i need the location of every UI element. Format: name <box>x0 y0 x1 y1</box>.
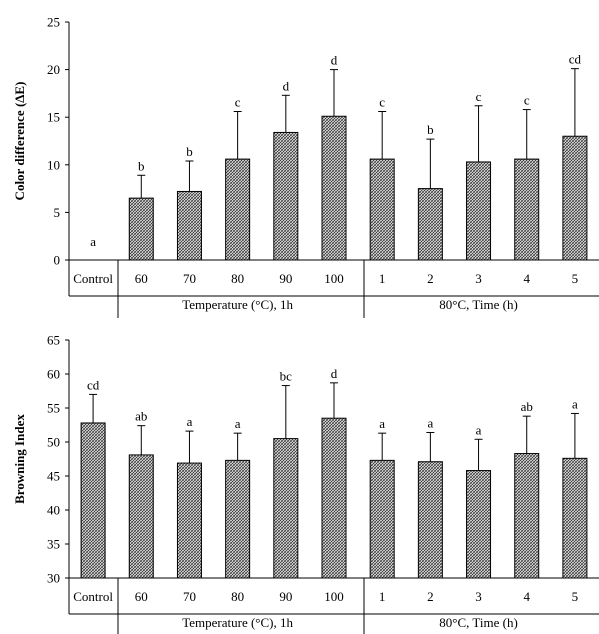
bar <box>273 438 299 579</box>
bar <box>176 462 202 579</box>
x-category-label: 90 <box>279 589 292 604</box>
x-category-label: 2 <box>427 271 434 286</box>
x-category-label: 4 <box>523 589 530 604</box>
y-tick-label: 25 <box>47 15 60 30</box>
significance-letter: b <box>186 144 193 159</box>
y-tick-label: 10 <box>47 157 60 172</box>
x-category-label: 90 <box>279 271 292 286</box>
significance-letter: ab <box>135 409 147 424</box>
x-group-label: 80°C, Time (h) <box>439 297 518 312</box>
bar <box>321 417 347 579</box>
significance-letter: a <box>427 415 433 430</box>
y-tick-label: 40 <box>47 503 60 518</box>
y-tick-label: 65 <box>47 333 60 348</box>
y-axis-label: Browning Index <box>12 414 27 504</box>
x-category-label: 5 <box>572 589 579 604</box>
x-group-label: 80°C, Time (h) <box>439 615 518 630</box>
x-category-label: 80 <box>231 271 244 286</box>
x-category-label: 5 <box>572 271 579 286</box>
x-category-label: 70 <box>183 271 196 286</box>
significance-letter: a <box>572 396 578 411</box>
significance-letter: a <box>476 422 482 437</box>
x-category-label: 1 <box>379 589 386 604</box>
x-category-label: 100 <box>324 589 344 604</box>
bar <box>369 459 395 579</box>
bar <box>225 158 251 261</box>
y-axis-label: Color difference (ΔE) <box>12 82 27 201</box>
significance-letter: cd <box>569 52 582 67</box>
significance-letter: c <box>235 94 241 109</box>
significance-letter: bc <box>280 369 293 384</box>
bar <box>514 453 540 579</box>
y-tick-label: 15 <box>47 110 60 125</box>
x-group-label: Temperature (°C), 1h <box>182 297 293 312</box>
significance-letter: cd <box>87 377 100 392</box>
y-tick-label: 55 <box>47 401 60 416</box>
significance-letter: d <box>283 78 290 93</box>
significance-letter: a <box>379 416 385 431</box>
y-tick-label: 45 <box>47 469 60 484</box>
y-tick-label: 5 <box>54 205 61 220</box>
y-tick-label: 0 <box>54 253 61 268</box>
significance-letter: a <box>235 416 241 431</box>
bar <box>466 470 492 579</box>
y-tick-label: 30 <box>47 571 60 586</box>
x-category-label: Control <box>73 589 113 604</box>
x-category-label: 70 <box>183 589 196 604</box>
bar <box>369 158 395 261</box>
bar <box>128 197 154 261</box>
x-category-label: 4 <box>523 271 530 286</box>
bar <box>466 161 492 261</box>
x-category-label: 60 <box>135 589 148 604</box>
significance-letter: d <box>331 366 338 381</box>
y-tick-label: 35 <box>47 537 60 552</box>
significance-letter: a <box>90 234 96 249</box>
significance-letter: b <box>427 122 434 137</box>
x-category-label: 100 <box>324 271 344 286</box>
x-category-label: 80 <box>231 589 244 604</box>
significance-letter: a <box>187 414 193 429</box>
bar <box>417 461 443 579</box>
x-category-label: 3 <box>475 271 482 286</box>
bar <box>80 422 106 579</box>
significance-letter: b <box>138 158 145 173</box>
bar <box>562 135 588 261</box>
bar <box>176 190 202 261</box>
significance-letter: c <box>476 89 482 104</box>
significance-letter: c <box>379 94 385 109</box>
x-category-label: Control <box>73 271 113 286</box>
bar <box>225 459 251 579</box>
bar <box>417 188 443 261</box>
bar <box>321 115 347 261</box>
x-category-label: 1 <box>379 271 386 286</box>
significance-letter: c <box>524 93 530 108</box>
x-category-label: 60 <box>135 271 148 286</box>
significance-letter: d <box>331 53 338 68</box>
x-group-label: Temperature (°C), 1h <box>182 615 293 630</box>
x-category-label: 2 <box>427 589 434 604</box>
bar <box>562 457 588 579</box>
bar <box>273 131 299 261</box>
y-tick-label: 20 <box>47 62 60 77</box>
browning-index-panel: 3035404550556065cdControlab60a70a80bc90d… <box>12 333 599 634</box>
y-tick-label: 50 <box>47 435 60 450</box>
x-category-label: 3 <box>475 589 482 604</box>
color-difference-panel: 0 5 10 15 20 25 a Control b 60 b 70 c 80 d 90 d 100 c 1 b 2 c 3… <box>12 15 599 318</box>
bar <box>128 454 154 579</box>
significance-letter: ab <box>521 399 533 414</box>
y-tick-label: 60 <box>47 367 60 382</box>
bar <box>514 158 540 261</box>
